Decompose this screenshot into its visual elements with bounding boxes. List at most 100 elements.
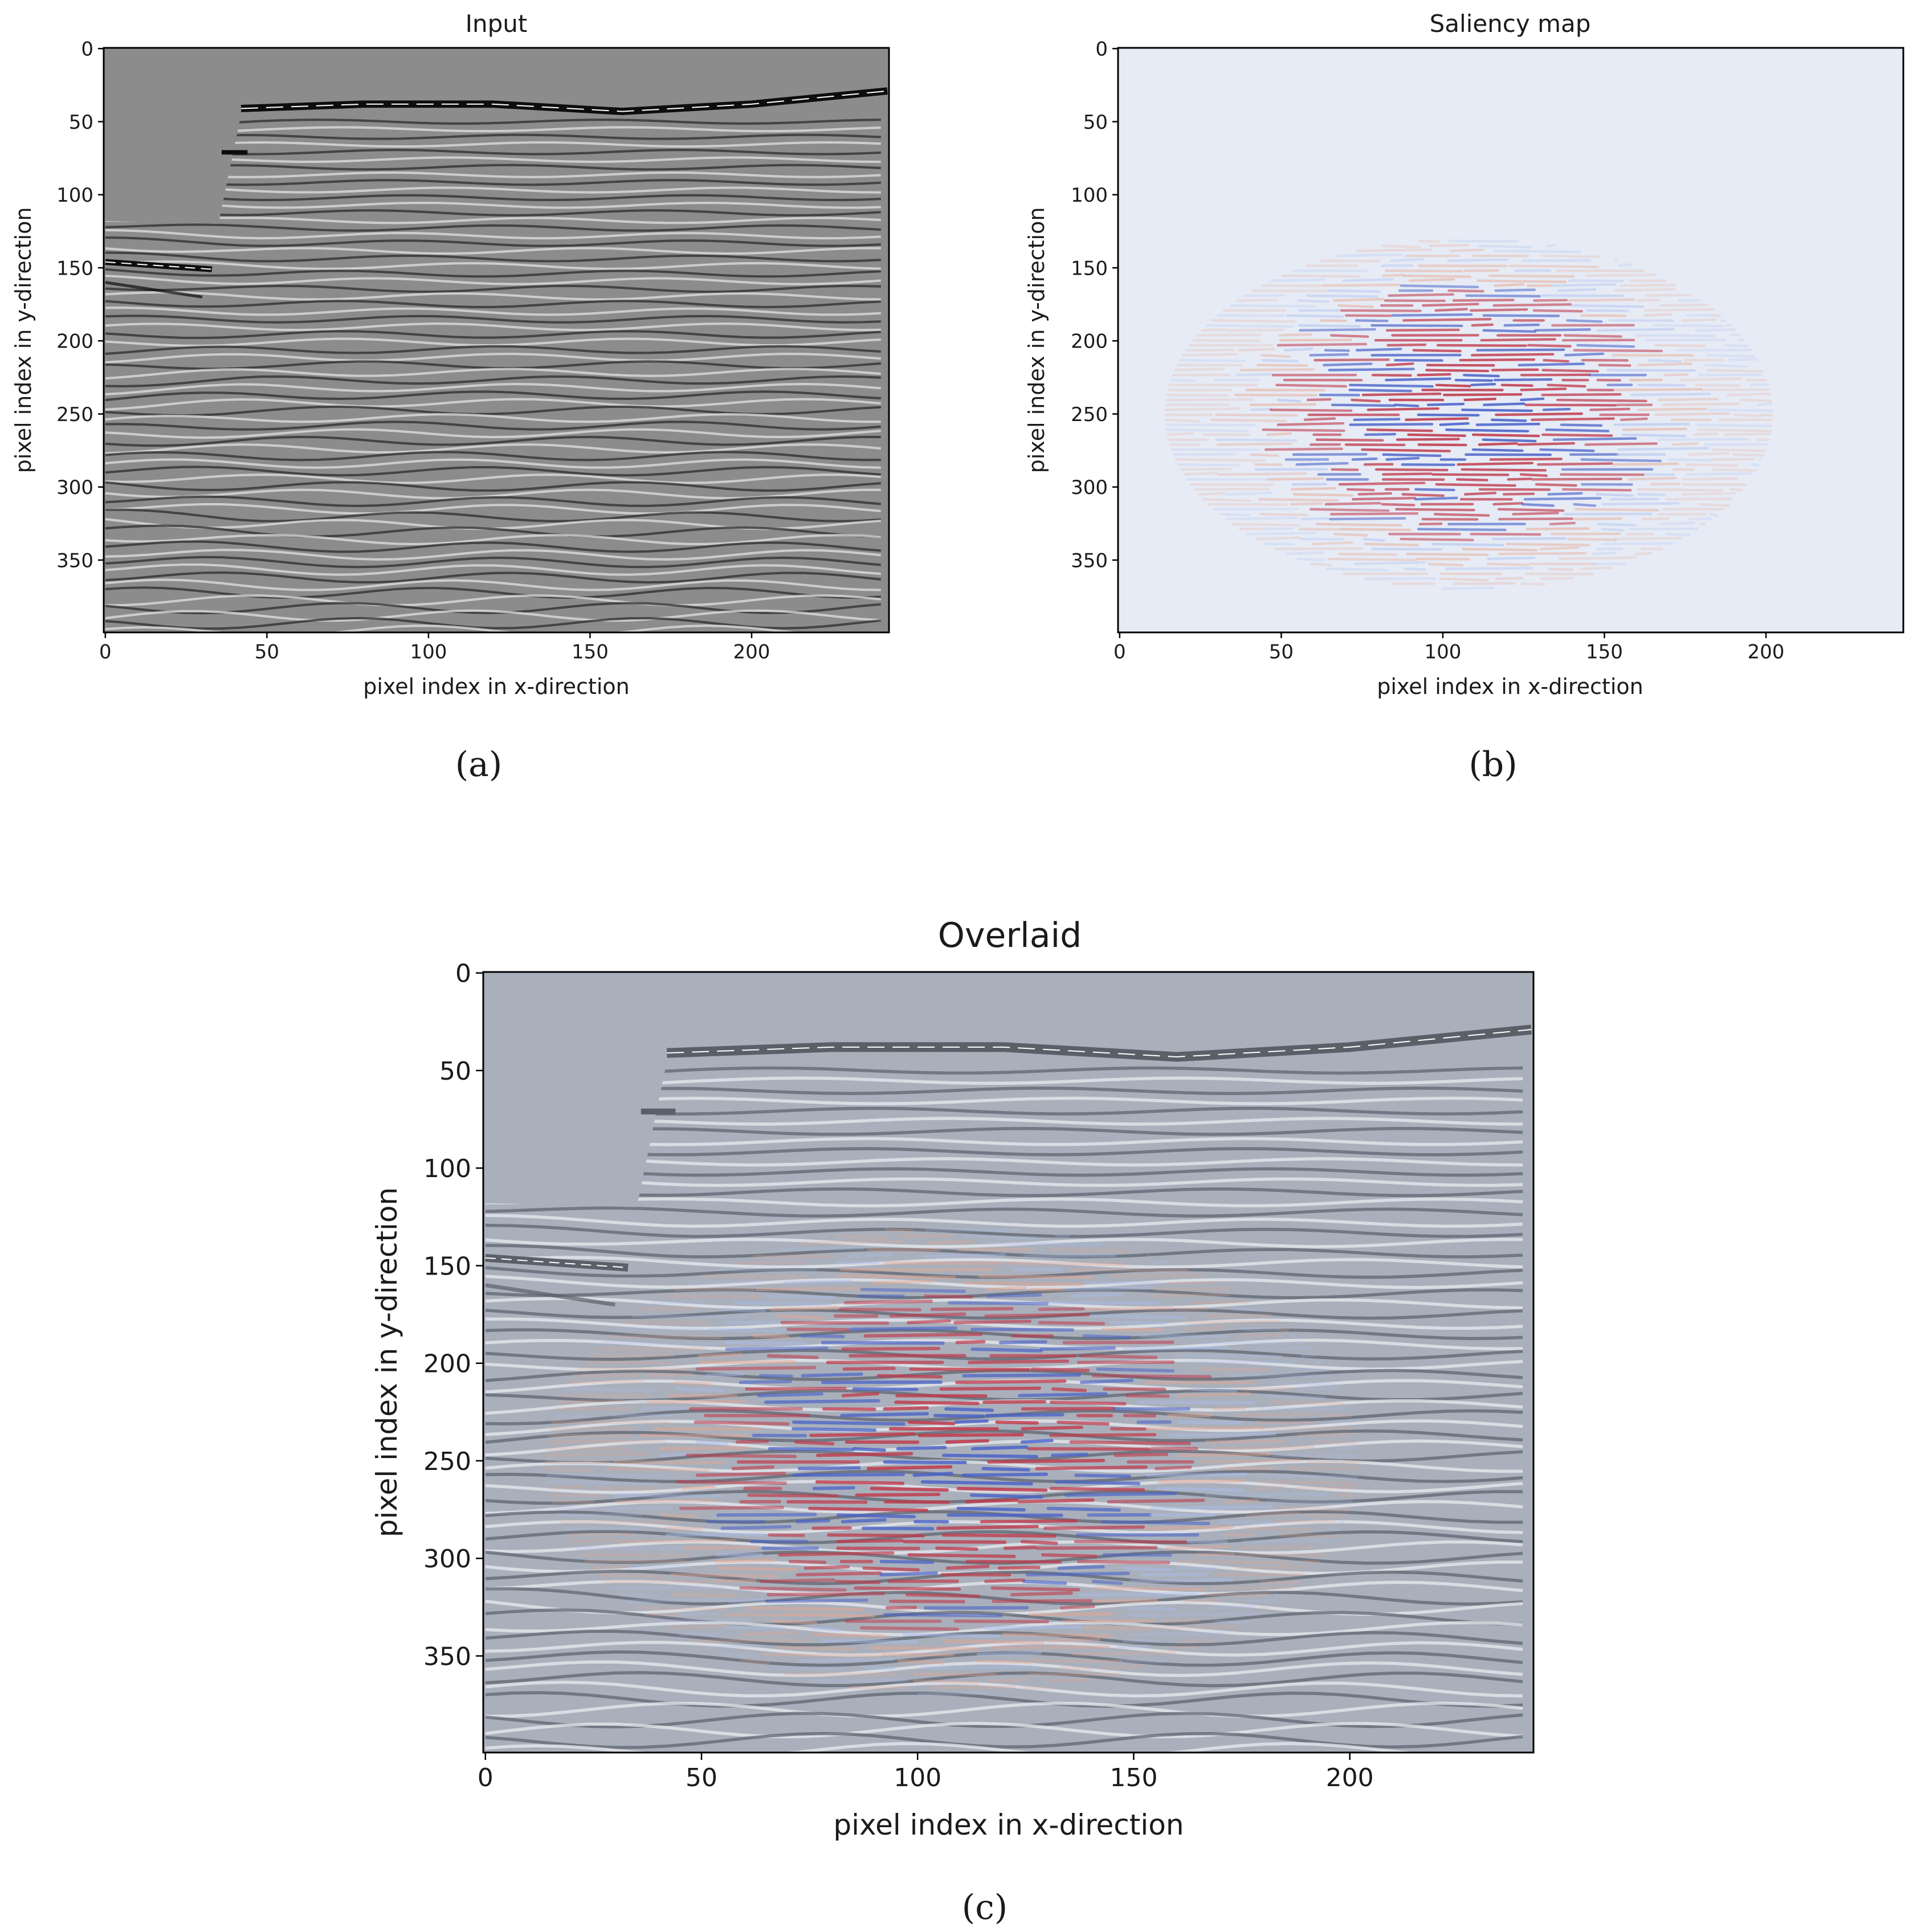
saliency-positive [1328,557,1418,562]
saliency-positive [1498,552,1587,555]
saliency-positive [739,1586,847,1592]
saliency-negative [666,1533,765,1537]
saliency-positive [926,1240,973,1245]
saliency-positive [955,1339,986,1345]
saliency-positive [1407,433,1466,438]
saliency-positive [1213,1406,1246,1411]
saliency-positive [781,1612,875,1618]
saliency-positive [570,1538,617,1543]
saliency-negative [1571,304,1645,308]
reflection-band [105,171,881,178]
saliency-positive [984,1313,1090,1318]
saliency-positive [1381,503,1416,507]
reflection-band [105,164,881,172]
y-tick-label: 150 [56,257,93,280]
reflection-band [105,540,881,553]
saliency-positive [1186,1326,1225,1331]
saliency-negative [1177,463,1239,467]
saliency-negative [1592,551,1617,555]
reflection-band [105,291,881,301]
y-tick-label: 250 [56,403,93,426]
x-tick-label: 100 [1424,641,1461,664]
reflection-band [105,503,881,515]
saliency-positive [1406,553,1489,556]
saliency-positive [1211,319,1297,323]
reflection-band [485,1185,1523,1198]
reflection-band [105,624,804,632]
saliency-positive [1356,248,1433,252]
panel-a-x-axis-label: pixel index in x-direction [363,674,630,699]
saliency-negative [1271,1453,1359,1459]
saliency-positive [909,1367,1030,1371]
saliency-positive [905,1593,981,1598]
reflection-band [105,428,881,439]
saliency-negative [902,1632,1000,1638]
reflection-band [105,375,881,387]
y-tick-label: 250 [423,1447,471,1476]
saliency-positive [1276,342,1368,347]
reflection-band [485,1349,1523,1361]
saliency-negative [860,1288,966,1293]
saliency-positive [803,1565,850,1570]
saliency-positive [788,1559,827,1565]
saliency-negative [720,1525,792,1530]
panel-a-x-ticks: 0 50 100 150 200 [99,632,770,664]
saliency-positive [590,1565,627,1570]
saliency-positive [1494,283,1525,287]
saliency-positive [1542,254,1601,259]
saliency-positive [863,1332,983,1338]
saliency-positive [1449,248,1484,252]
saliency-positive [1361,392,1442,397]
reflection-band [485,1459,1523,1473]
saliency-positive [862,1566,920,1572]
saliency-positive [1556,398,1647,402]
saliency-negative [1482,438,1537,443]
reflection-band [485,1520,1523,1534]
saliency-negative [1521,503,1555,507]
saliency-positive [907,1553,1016,1558]
saliency-negative [734,1301,832,1306]
saliency-negative [1074,1473,1132,1478]
saliency-positive [987,1678,1026,1683]
saliency-negative [1286,314,1344,318]
saliency-negative [821,1341,945,1345]
saliency-negative [944,1407,994,1412]
saliency-positive [855,1493,941,1497]
saliency-negative [1022,1579,1067,1585]
reflection-band [485,1214,1523,1228]
saliency-positive [1417,373,1451,377]
saliency-positive [1682,483,1748,487]
saliency-positive [967,1359,1070,1365]
panel-b-x-axis-label: pixel index in x-direction [1377,674,1643,699]
x-tick-label: 150 [1586,641,1623,664]
panel-a-title: Input [466,10,528,38]
saliency-negative [1295,1340,1304,1345]
saliency-negative [1063,1286,1150,1292]
saliency-positive [1584,442,1658,446]
reflection-band [485,1328,1523,1341]
saliency-positive [1238,348,1275,352]
reflection-band [105,236,881,247]
y-tick-label: 0 [1095,38,1108,61]
saliency-negative [1401,463,1455,467]
saliency-positive [731,1465,775,1471]
saliency-positive [1469,308,1528,312]
reflection-band [105,201,881,209]
saliency-positive [1316,522,1403,527]
left-reflector-highlight [105,261,213,270]
saliency-positive [1237,1545,1313,1550]
saliency-negative [1665,533,1691,537]
saliency-positive [613,1460,724,1465]
saliency-negative [1300,517,1329,521]
reflection-band [105,275,881,285]
saliency-streaks [545,1228,1359,1696]
saliency-negative [1445,428,1529,432]
saliency-positive [849,1685,908,1689]
saliency-positive [1698,503,1730,507]
saliency-positive [1210,1445,1315,1451]
reflection-band [105,217,881,224]
saliency-positive [1337,304,1374,308]
saliency-positive [907,1420,956,1425]
reflection-band [105,223,881,232]
saliency-positive [1681,492,1736,496]
